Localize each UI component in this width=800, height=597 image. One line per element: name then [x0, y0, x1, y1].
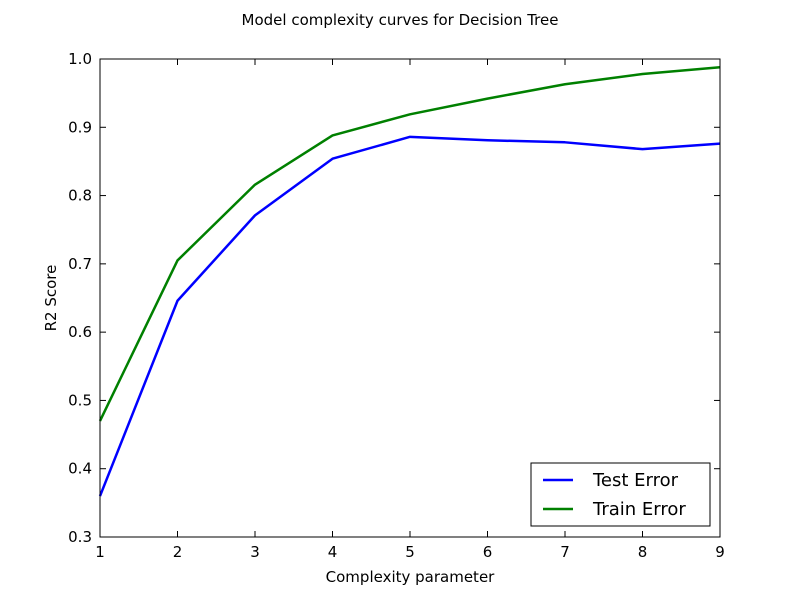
x-tick-label: 4	[328, 543, 338, 561]
y-tick-label: 1.0	[68, 50, 92, 68]
series-line-1	[98, 135, 721, 497]
data-point	[565, 84, 566, 85]
data-point	[255, 215, 256, 216]
data-point	[487, 140, 488, 141]
plot-area: 1 2 3 4 5 6 7 8 9 0.3 0.4 0.5 0.6 0.7 0.8 0.9 1.0	[68, 50, 725, 561]
x-tick-label: 3	[250, 543, 260, 561]
x-tick-label: 7	[560, 543, 570, 561]
data-point	[255, 184, 256, 185]
data-point	[177, 300, 178, 301]
y-tick-label: 0.6	[68, 323, 92, 341]
chart-title: Model complexity curves for Decision Tre…	[242, 11, 559, 29]
data-point	[332, 135, 333, 136]
x-tick-label: 1	[95, 543, 105, 561]
x-tick-label: 5	[405, 543, 415, 561]
x-tick-label: 6	[483, 543, 493, 561]
x-axis-label: Complexity parameter	[326, 568, 496, 586]
legend-box	[530, 462, 711, 527]
data-point	[642, 149, 643, 150]
data-point	[332, 158, 333, 159]
data-point	[410, 114, 411, 115]
data-point	[565, 142, 566, 143]
legend: Test Error Train Error	[530, 462, 711, 527]
series-line-2	[98, 65, 721, 422]
data-point	[642, 74, 643, 75]
x-tick-label: 9	[715, 543, 725, 561]
y-tick-label: 0.9	[68, 118, 92, 136]
x-tick-label: 8	[638, 543, 648, 561]
y-tick-label: 0.8	[68, 187, 92, 205]
x-tick-label: 2	[173, 543, 183, 561]
y-tick-label: 0.4	[68, 460, 92, 478]
y-tick-label: 0.7	[68, 255, 92, 273]
data-point	[487, 98, 488, 99]
y-tick-label: 0.5	[68, 391, 92, 409]
data-point	[177, 260, 178, 261]
data-point	[410, 136, 411, 137]
y-tick-label: 0.3	[68, 528, 92, 546]
y-axis-label: R2 Score	[42, 265, 60, 332]
legend-label-1: Test Error	[592, 470, 679, 491]
legend-label-2: Train Error	[592, 499, 686, 520]
